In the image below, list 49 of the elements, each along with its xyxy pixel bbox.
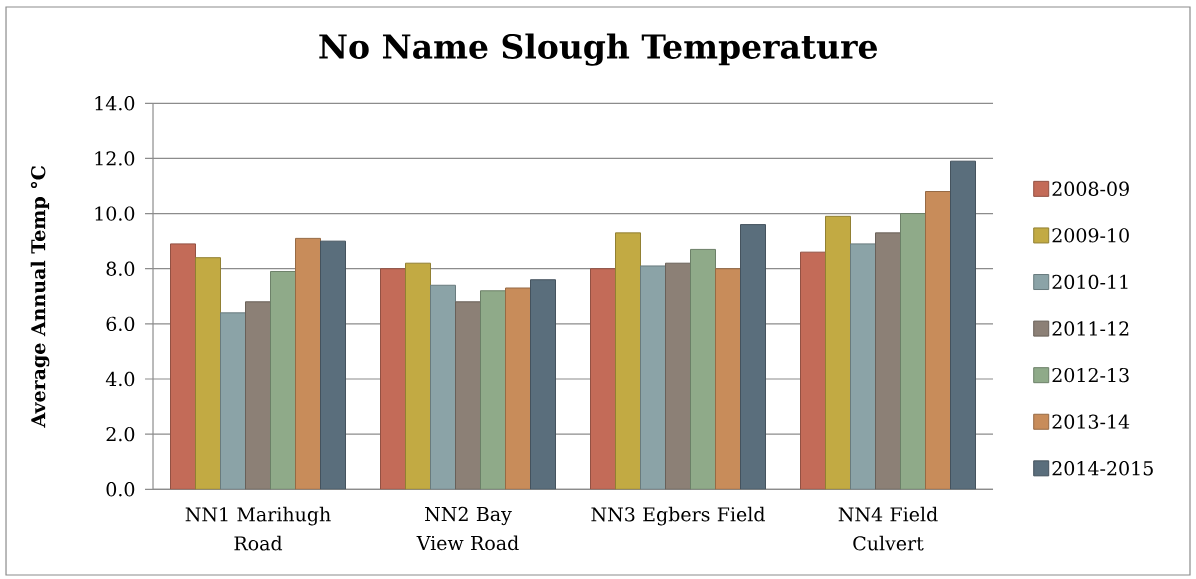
bar bbox=[295, 237, 322, 490]
bar bbox=[850, 243, 877, 490]
legend-label: 2008-09 bbox=[1052, 181, 1129, 196]
bar bbox=[480, 290, 507, 490]
bar bbox=[590, 268, 617, 490]
bar bbox=[430, 284, 457, 490]
bar bbox=[825, 215, 852, 490]
legend-label: 2014-2015 bbox=[1052, 461, 1153, 476]
bar bbox=[220, 312, 247, 490]
y-tick-label: 2.0 bbox=[106, 426, 135, 442]
legend-label: 2010-11 bbox=[1052, 274, 1128, 290]
bar bbox=[320, 240, 347, 490]
bar bbox=[640, 265, 667, 490]
bar bbox=[245, 301, 272, 490]
bar bbox=[740, 224, 767, 490]
y-axis-title: Average Annual Temp °C bbox=[30, 166, 50, 428]
bar bbox=[170, 243, 197, 490]
y-tick-label: 6.0 bbox=[106, 316, 135, 332]
chart-title: No Name Slough Temperature bbox=[319, 33, 878, 66]
bar bbox=[690, 248, 717, 490]
bar bbox=[875, 232, 902, 490]
bar bbox=[900, 213, 927, 490]
bar bbox=[715, 268, 742, 490]
bar bbox=[380, 268, 407, 490]
legend-label: 2013-14 bbox=[1052, 414, 1130, 429]
y-tick-label: 0.0 bbox=[106, 482, 135, 497]
legend-label: 2011-12 bbox=[1052, 321, 1129, 336]
bar bbox=[950, 160, 977, 490]
y-tick-label: 14.0 bbox=[95, 96, 135, 111]
x-tick-label: NN1 Marihugh Road bbox=[185, 506, 331, 551]
y-tick-label: 8.0 bbox=[106, 261, 135, 276]
bar bbox=[615, 232, 642, 490]
bar bbox=[665, 262, 692, 490]
legend-label: 2012-13 bbox=[1052, 367, 1129, 383]
x-tick-label: NN3 Egbers Field bbox=[591, 506, 765, 526]
bar bbox=[270, 270, 297, 490]
bar bbox=[530, 279, 557, 490]
y-tick-label: 4.0 bbox=[105, 371, 135, 387]
x-tick-label: NN2 Bay View Road bbox=[416, 506, 519, 551]
y-tick-label: 12.0 bbox=[95, 151, 135, 166]
bar bbox=[455, 301, 482, 490]
y-tick-label: 10.0 bbox=[95, 206, 135, 221]
bar bbox=[405, 262, 432, 490]
bar bbox=[925, 191, 952, 490]
bar bbox=[800, 251, 827, 490]
bar bbox=[195, 257, 222, 490]
x-tick-label: NN4 Field Culvert bbox=[838, 506, 938, 551]
legend-label: 2009-10 bbox=[1052, 228, 1129, 243]
bar bbox=[505, 287, 532, 490]
